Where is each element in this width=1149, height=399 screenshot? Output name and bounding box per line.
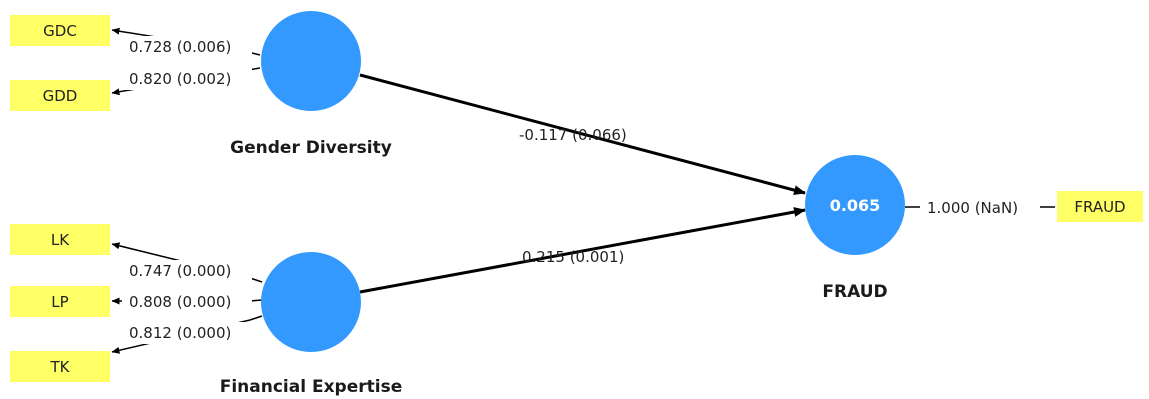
indicator-tk: TK [50,358,71,376]
indicator-lk: LK [51,231,70,249]
indicator-fraud: FRAUD [1074,198,1125,216]
path-coef-gender-diversity-fraud: -0.117 (0.066) [519,126,627,144]
construct-financial-expertise-circle[interactable] [261,252,361,352]
indicator-gdd: GDD [43,87,78,105]
path-coef-financial-expertise-fraud: 0.215 (0.001) [522,248,624,266]
indicator-lp-box[interactable] [10,286,110,317]
indicator-tk-box[interactable] [10,351,110,382]
loading-lp: 0.808 (0.000) [129,293,231,311]
loading-fraud: 1.000 (NaN) [927,199,1018,217]
construct-fraud-r-squared: 0.065 [830,196,881,215]
construct-financial-expertise-label: Financial Expertise [220,377,403,397]
construct-gender-diversity-label: Gender Diversity [230,138,392,158]
indicator-gdc: GDC [43,22,77,40]
construct-gender-diversity-circle[interactable] [261,11,361,111]
loading-tk: 0.812 (0.000) [129,324,231,342]
indicator-gdd-box[interactable] [10,80,110,111]
construct-fraud-circle[interactable] [805,155,905,255]
indicator-lp: LP [51,293,68,311]
path-financial-expertise-to-fraud [359,207,806,294]
loading-gdc: 0.728 (0.006) [129,38,231,56]
construct-fraud-label: FRAUD [822,282,887,302]
path-gender-diversity-to-fraud [359,73,806,196]
loading-lk: 0.747 (0.000) [129,262,231,280]
indicator-fraud-box[interactable] [1057,191,1143,222]
indicator-lk-box[interactable] [10,224,110,255]
loading-gdd: 0.820 (0.002) [129,70,231,88]
indicator-gdc-box[interactable] [10,15,110,46]
